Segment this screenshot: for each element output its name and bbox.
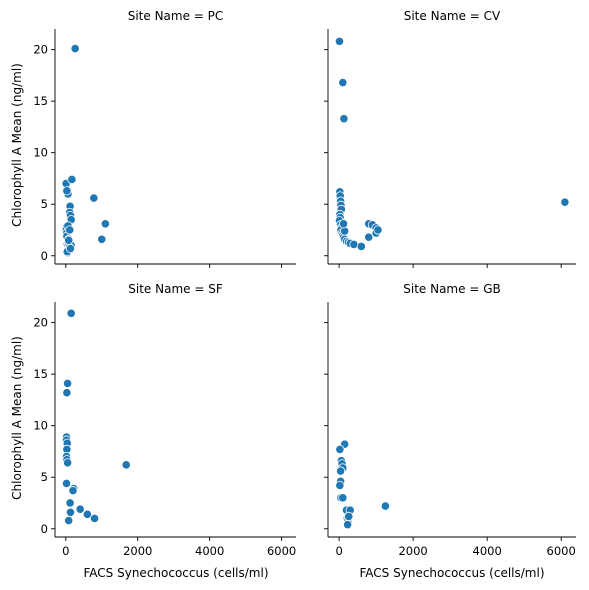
data-point: [69, 486, 77, 494]
data-point: [63, 187, 71, 195]
data-point: [63, 379, 71, 387]
facet-panel-1: Site Name = PC 0 5 10 15 20: [33, 9, 296, 268]
data-point: [357, 242, 365, 250]
y-tick-label: 20: [33, 316, 48, 330]
data-point: [66, 226, 74, 234]
y-tick-label: 20: [33, 43, 48, 57]
data-point: [66, 499, 74, 507]
data-point: [339, 78, 347, 86]
data-point: [343, 520, 351, 528]
data-point: [63, 389, 71, 397]
data-point: [336, 481, 344, 489]
data-point: [381, 502, 389, 510]
data-point: [365, 233, 373, 241]
data-point: [561, 198, 569, 206]
chart-panels: Site Name = PC 0 5 10 15 20 Site Name = CV Site…: [33, 9, 576, 558]
data-point: [374, 226, 382, 234]
data-point: [339, 494, 347, 502]
x-tick-label: 4000: [195, 544, 224, 558]
facet-panel-4: Site Name = GB 0 2000 4000 6000: [324, 282, 576, 558]
data-point: [66, 244, 74, 252]
data-point: [340, 114, 348, 122]
x-tick-label: 2000: [398, 544, 427, 558]
y-tick-label: 10: [33, 419, 48, 433]
x-tick-label: 0: [335, 544, 342, 558]
panel-title: Site Name = PC: [128, 9, 224, 23]
y-tick-label: 15: [33, 94, 48, 108]
data-point: [66, 508, 74, 516]
y-tick-label: 0: [41, 522, 48, 536]
y-tick-label: 5: [41, 197, 48, 211]
data-point: [68, 175, 76, 183]
y-axis-label-bottom: Chlorophyll A Mean (ng/ml): [10, 336, 24, 500]
data-point: [101, 220, 109, 228]
data-point: [64, 236, 72, 244]
x-tick-label: 6000: [267, 544, 296, 558]
data-point: [98, 235, 106, 243]
panel-title: Site Name = GB: [403, 282, 500, 296]
facet-panel-3: Site Name = SF 0 5 10 15 20 0 2000 4000 6000: [33, 282, 296, 558]
x-axis-label-right: FACS Synechococcus (cells/ml): [360, 566, 545, 580]
x-tick-label: 6000: [547, 544, 576, 558]
y-tick-label: 10: [33, 146, 48, 160]
data-point: [62, 479, 70, 487]
y-axis-label-top: Chlorophyll A Mean (ng/ml): [10, 63, 24, 227]
x-tick-label: 2000: [123, 544, 152, 558]
facet-panel-2: Site Name = CV: [324, 9, 576, 268]
data-point: [339, 220, 347, 228]
data-point: [76, 505, 84, 513]
data-point: [122, 461, 130, 469]
y-tick-label: 0: [41, 249, 48, 263]
x-tick-label: 0: [62, 544, 69, 558]
data-point: [71, 44, 79, 52]
data-point: [90, 194, 98, 202]
data-point: [335, 37, 343, 45]
data-point: [336, 445, 344, 453]
y-tick-label: 15: [33, 367, 48, 381]
data-point: [64, 516, 72, 524]
data-point: [63, 459, 71, 467]
data-point: [345, 512, 353, 520]
data-point: [67, 309, 75, 317]
data-point: [336, 467, 344, 475]
x-axis-label-left: FACS Synechococcus (cells/ml): [84, 566, 269, 580]
y-tick-label: 5: [41, 470, 48, 484]
panel-title: Site Name = SF: [128, 282, 223, 296]
panel-title: Site Name = CV: [404, 9, 501, 23]
x-tick-label: 4000: [473, 544, 502, 558]
data-point: [90, 514, 98, 522]
